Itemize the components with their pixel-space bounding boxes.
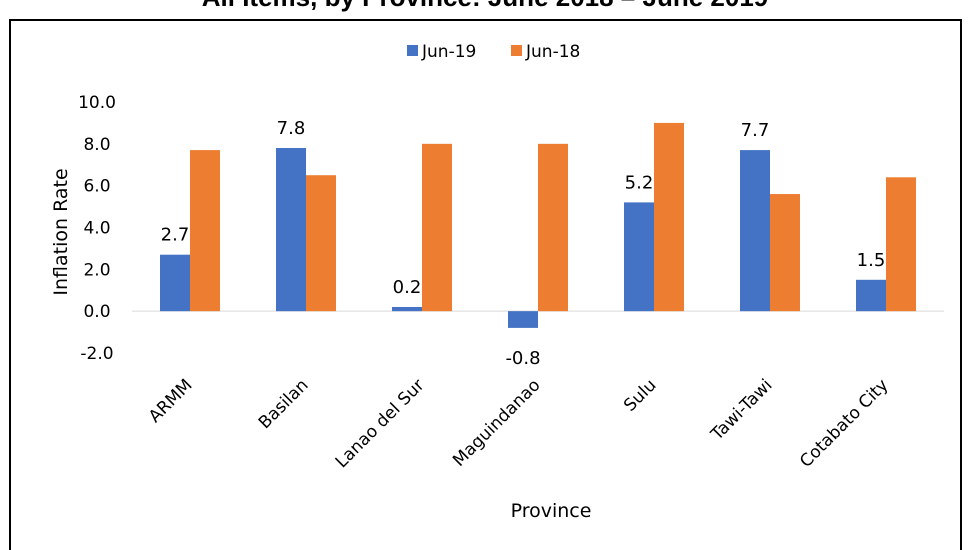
bar-jun-19-basilan (276, 148, 306, 312)
bar-jun-18-basilan (306, 175, 336, 312)
data-label: -0.8 (505, 348, 540, 369)
data-label: 2.7 (161, 225, 190, 246)
data-label: 7.8 (277, 118, 306, 139)
y-tick-label: 10.0 (78, 93, 116, 113)
legend-label: Jun-19 (421, 42, 476, 62)
data-label: 5.2 (625, 172, 654, 193)
data-label: 7.7 (741, 120, 770, 141)
y-tick-label: 4.0 (83, 219, 110, 239)
bars: 2.7 7.8 0.2 -0.8 5.2 7.7 1.5 (132, 118, 944, 369)
bar-jun-19-cotabato-city (856, 279, 886, 312)
y-tick-label: 0.0 (83, 302, 110, 322)
data-label: 1.5 (857, 250, 886, 271)
y-tick-label: 2.0 (83, 260, 110, 280)
bar-jun-19-sulu (624, 202, 654, 312)
bar-jun-19-maguindanao (508, 311, 538, 328)
y-tick-label: 6.0 (83, 177, 110, 197)
legend-label: Jun-18 (525, 42, 580, 62)
bar-jun-19-tawi-tawi (740, 150, 770, 312)
bar-jun-19-lanao-del-sur (392, 306, 422, 312)
bar-jun-18-lanao-del-sur (422, 143, 452, 312)
y-axis-title: Inflation Rate (50, 168, 72, 295)
bar-jun-18-maguindanao (538, 143, 568, 312)
legend-swatch (407, 45, 418, 56)
legend: Jun-19 Jun-18 (407, 42, 580, 62)
bar-jun-18-sulu (654, 122, 684, 312)
bar-jun-19-armm (160, 254, 190, 312)
bar-jun-18-armm (190, 150, 220, 312)
bar-jun-18-tawi-tawi (770, 194, 800, 312)
y-axis: 10.0 8.0 6.0 4.0 2.0 0.0 -2.0 (78, 93, 116, 364)
bar-jun-18-cotabato-city (886, 177, 916, 312)
y-tick-label: 8.0 (83, 135, 110, 155)
chart-title: All Items, by Province: June 2018 – June… (202, 0, 769, 12)
chart-border (9, 19, 962, 550)
legend-swatch (511, 45, 522, 56)
x-axis-title: Province (511, 500, 592, 522)
data-label: 0.2 (393, 277, 422, 298)
y-tick-label: -2.0 (80, 344, 113, 364)
